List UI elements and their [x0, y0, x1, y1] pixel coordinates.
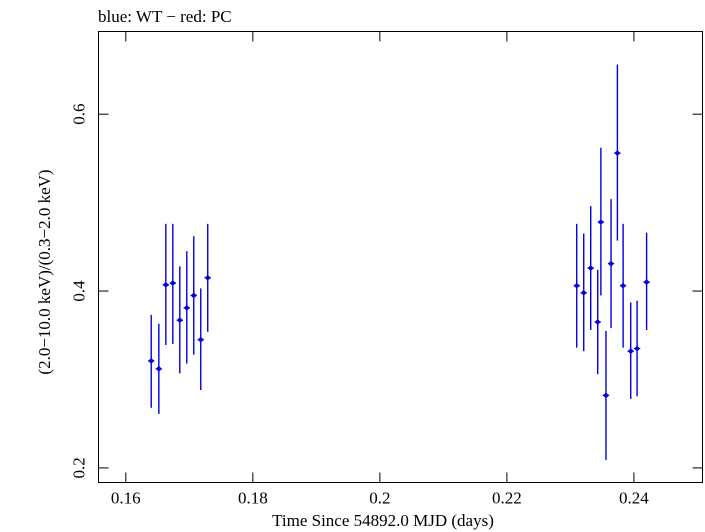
x-axis-ticks — [125, 31, 635, 483]
data-point — [595, 319, 600, 325]
y-axis-tick-labels: 0.2 0.4 0.6 — [70, 104, 89, 479]
data-point — [598, 219, 604, 225]
x-tick-label: 0.18 — [238, 489, 268, 508]
data-point — [634, 346, 640, 351]
chart-title: blue: WT − red: PC — [98, 7, 232, 26]
data-point — [608, 261, 614, 266]
x-tick-label: 0.2 — [369, 489, 390, 508]
x-tick-label: 0.16 — [111, 489, 141, 508]
x-axis-label: Time Since 54892.0 MJD (days) — [272, 511, 494, 530]
data-point — [581, 290, 586, 296]
data-point — [156, 366, 162, 372]
data-point — [177, 318, 182, 323]
data-point — [149, 358, 154, 364]
y-tick-label: 0.4 — [70, 280, 89, 302]
data-series — [148, 64, 650, 460]
x-axis-tick-labels: 0.16 0.18 0.2 0.22 0.24 — [111, 489, 649, 508]
y-axis-label: (2.0−10.0 keV)/(0.3−2.0 keV) — [35, 169, 54, 374]
data-point — [628, 348, 633, 354]
data-point — [603, 393, 609, 398]
data-point — [620, 283, 626, 288]
data-point — [615, 150, 620, 156]
y-tick-label: 0.6 — [70, 104, 89, 125]
y-tick-label: 0.2 — [70, 457, 89, 478]
data-point — [205, 275, 210, 280]
x-tick-label: 0.22 — [492, 489, 522, 508]
data-point — [198, 337, 203, 342]
data-point — [644, 280, 649, 285]
data-point — [574, 283, 579, 288]
plot-frame — [98, 31, 703, 483]
data-point — [588, 265, 593, 271]
data-point — [163, 282, 169, 288]
x-tick-label: 0.24 — [619, 489, 649, 508]
data-point — [170, 280, 176, 286]
data-point — [191, 293, 196, 298]
data-point — [184, 305, 189, 311]
y-axis-ticks — [98, 113, 703, 469]
